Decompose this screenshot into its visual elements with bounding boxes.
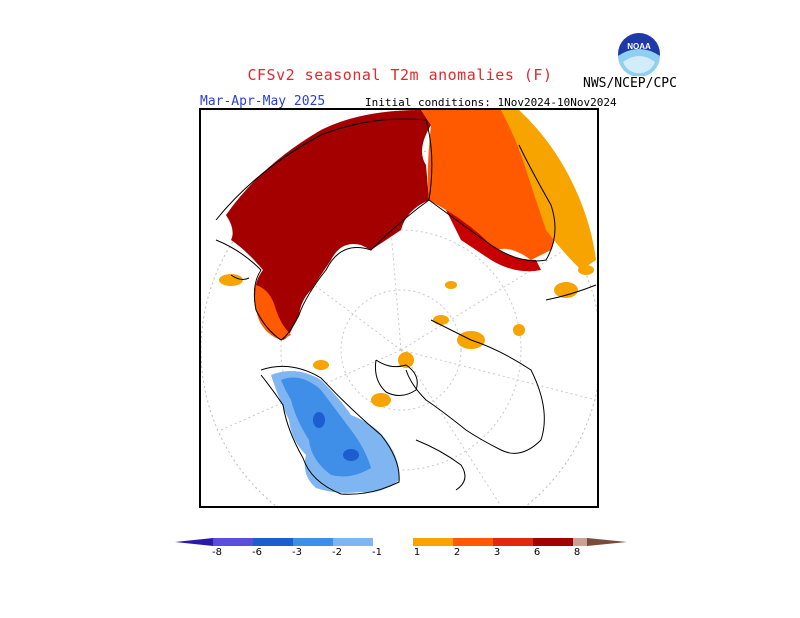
initial-conditions-label: Initial conditions: 1Nov2024-10Nov2024	[365, 96, 617, 109]
coastlines	[215, 118, 597, 495]
map-canvas	[201, 110, 597, 506]
logo-text: NOAA	[627, 42, 651, 51]
legend-tick: 3	[493, 547, 501, 558]
legend-bin	[453, 538, 493, 546]
legend-tick: 1	[413, 547, 421, 558]
anomaly-europe-asia	[226, 110, 431, 340]
season-label: Mar-Apr-May 2025	[200, 94, 326, 109]
legend-tick: -1	[372, 547, 382, 558]
legend-tick: 8	[573, 547, 581, 558]
anomaly-east-asia-darker	[446, 210, 541, 272]
legend-tick: -8	[212, 547, 222, 558]
map-title: CFSv2 seasonal T2m anomalies (F)	[247, 66, 553, 84]
legend-bin	[493, 538, 533, 546]
legend-bin	[253, 538, 293, 546]
anomaly-mediterranean	[255, 285, 291, 340]
legend-bin	[573, 538, 587, 546]
legend-bin	[293, 538, 333, 546]
legend-bin	[413, 538, 453, 546]
legend-tick: -3	[292, 547, 302, 558]
legend-arrow-left	[175, 538, 213, 546]
legend-tick: 2	[453, 547, 461, 558]
legend-bin	[533, 538, 573, 546]
polar-map	[199, 108, 599, 508]
legend-tick: 6	[533, 547, 541, 558]
legend-bin	[213, 538, 253, 546]
legend-tick: -6	[252, 547, 262, 558]
anomaly-pacific	[501, 110, 596, 270]
noaa-logo-icon: NOAA	[618, 33, 660, 76]
legend-tick: -2	[332, 547, 342, 558]
legend-arrow-right	[587, 538, 627, 546]
anomaly-east-asia	[421, 110, 555, 260]
legend-colorbar	[175, 538, 627, 546]
anomaly-north-america-deep	[313, 412, 359, 461]
legend-bin	[333, 538, 373, 546]
legend-bin	[373, 538, 413, 546]
agency-label: NWS/NCEP/CPC	[583, 76, 677, 91]
